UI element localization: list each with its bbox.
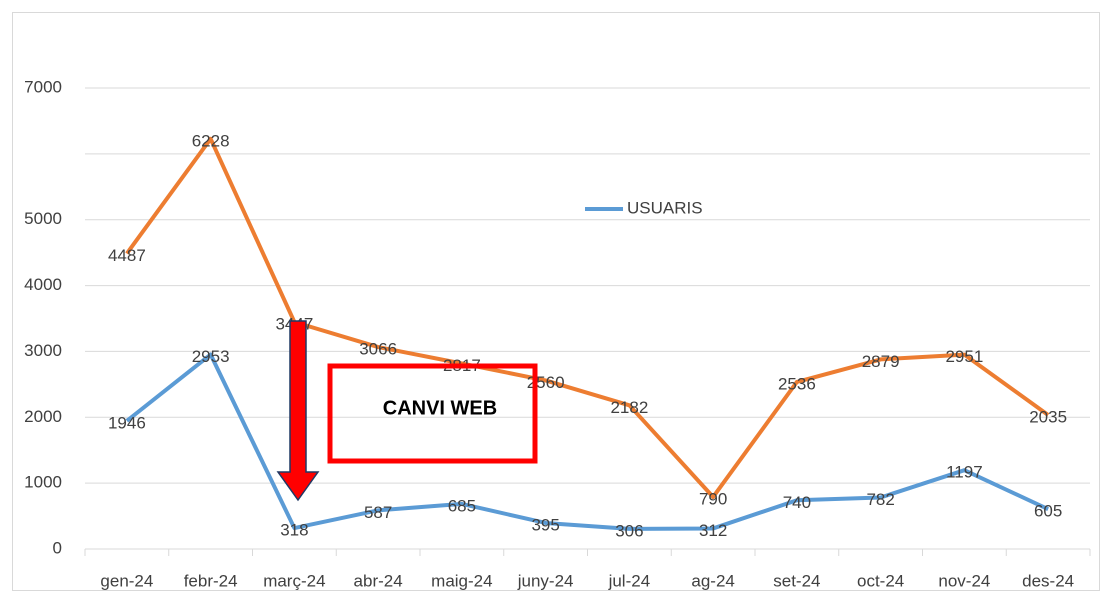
data-label: 312 bbox=[699, 521, 727, 540]
data-label: 740 bbox=[783, 493, 811, 512]
x-tick-label: abr-24 bbox=[354, 571, 403, 590]
y-tick-label: 4000 bbox=[24, 275, 62, 294]
data-label: 6228 bbox=[192, 131, 230, 150]
data-label: 1946 bbox=[108, 413, 146, 432]
x-tick-label: juny-24 bbox=[517, 571, 574, 590]
y-tick-label: 0 bbox=[53, 538, 62, 557]
data-label: 2560 bbox=[527, 373, 565, 392]
y-tick-label: 2000 bbox=[24, 407, 62, 426]
x-tick-label: oct-24 bbox=[857, 571, 904, 590]
data-label: 2035 bbox=[1029, 407, 1067, 426]
y-tick-label: 3000 bbox=[24, 341, 62, 360]
data-label: 3066 bbox=[359, 340, 397, 359]
annotation-text: CANVI WEB bbox=[383, 397, 497, 419]
series-line bbox=[125, 136, 1050, 499]
data-label: 2953 bbox=[192, 347, 230, 366]
x-tick-label: febr-24 bbox=[184, 571, 238, 590]
annotation-box bbox=[327, 363, 538, 464]
x-tick-label: des-24 bbox=[1022, 571, 1074, 590]
data-label: 1197 bbox=[946, 463, 983, 482]
x-tick-label: març-24 bbox=[263, 571, 325, 590]
y-tick-label: 1000 bbox=[24, 473, 62, 492]
x-tick-label: maig-24 bbox=[431, 571, 492, 590]
data-label: 2182 bbox=[610, 398, 648, 417]
data-label: 790 bbox=[699, 489, 727, 508]
chart-border bbox=[12, 12, 1100, 591]
data-label: 2536 bbox=[778, 374, 816, 393]
data-label: 685 bbox=[448, 496, 476, 515]
x-tick-label: ag-24 bbox=[691, 571, 734, 590]
y-tick-label: 7000 bbox=[24, 77, 62, 96]
y-tick-label: 5000 bbox=[24, 209, 62, 228]
data-label: 4487 bbox=[108, 246, 146, 265]
data-label: 306 bbox=[615, 521, 643, 540]
data-label: 395 bbox=[531, 515, 559, 534]
data-label: 782 bbox=[866, 490, 894, 509]
x-tick-label: set-24 bbox=[773, 571, 820, 590]
legend-label: USUARIS bbox=[627, 198, 703, 217]
data-label: 587 bbox=[364, 503, 392, 522]
data-label: 2951 bbox=[945, 347, 983, 366]
x-tick-label: nov-24 bbox=[938, 571, 990, 590]
annotation-arrow bbox=[276, 320, 320, 502]
series-line bbox=[125, 352, 1049, 531]
plot bbox=[125, 136, 1050, 531]
data-label: 605 bbox=[1034, 502, 1062, 521]
data-label: 318 bbox=[280, 521, 308, 540]
x-tick-label: jul-24 bbox=[608, 571, 651, 590]
grid: 0 1000 2000 3000 4000 5000 7000 gen-24 febr-24 ma… bbox=[24, 77, 1091, 590]
annotation: CANVI WEB bbox=[276, 320, 538, 502]
x-tick-label: gen-24 bbox=[100, 571, 153, 590]
data-label: 2879 bbox=[862, 352, 900, 371]
